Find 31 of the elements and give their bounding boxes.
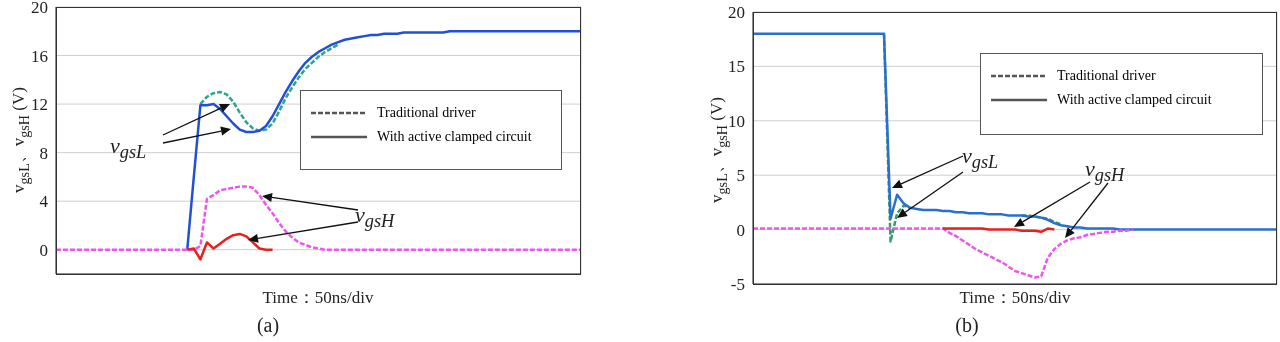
y-tick-label: 0: [736, 220, 745, 240]
annotation: v$_{gsL}$: [110, 133, 147, 163]
line-series: [186, 232, 274, 261]
text: (b): [955, 313, 979, 337]
legend-box: Traditional driver With active clamped circuit: [980, 53, 1263, 135]
y-tick-label: 5: [736, 166, 745, 186]
y-tick-label: 10: [728, 111, 745, 131]
x-axis-title: Time：50ns/div: [959, 286, 1071, 309]
annotation: v$_{gsH}$: [355, 202, 395, 232]
y-tick-label: 15: [728, 57, 745, 77]
y-tick-label: 4: [39, 192, 49, 212]
y-tick-label: -5: [730, 275, 745, 295]
y-tick-label: 0: [39, 240, 48, 260]
annotation: Traditional driver: [377, 105, 476, 121]
text: (a): [256, 313, 280, 337]
line-series: [199, 43, 340, 133]
y-tick-label: 20: [728, 3, 745, 23]
y-tick-label: 16: [31, 46, 48, 66]
annotation: v$_{gsL}$: [962, 143, 999, 173]
y-tick-label: 8: [39, 143, 48, 163]
annotation: With active clamped circuit: [377, 129, 532, 145]
line-series: [751, 227, 1135, 279]
line-series: [186, 30, 583, 251]
x-axis-title: Time：50ns/div: [262, 286, 374, 309]
line-series: [54, 185, 583, 251]
y-tick-label: 20: [31, 0, 48, 18]
annotation: With active clamped circuit: [1057, 92, 1212, 108]
y-tick-label: 12: [31, 95, 48, 115]
annotation: v$_{gsH}$: [1085, 156, 1125, 186]
legend-box: Traditional driver With active clamped circuit: [300, 90, 562, 170]
annotation: Traditional driver: [1057, 68, 1156, 84]
